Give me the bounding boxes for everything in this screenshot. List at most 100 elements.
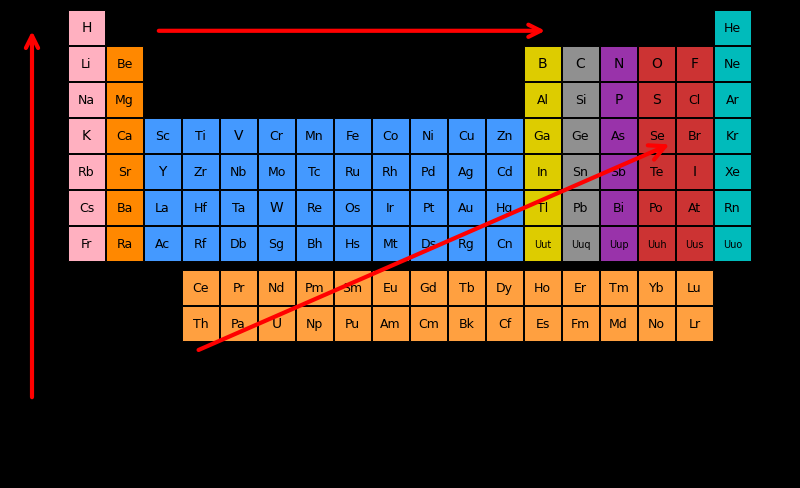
Bar <box>600 306 637 341</box>
Text: Dy: Dy <box>496 282 513 294</box>
Bar <box>562 119 599 154</box>
Text: In: In <box>537 165 548 179</box>
Text: Zr: Zr <box>194 165 207 179</box>
Text: V: V <box>234 129 243 143</box>
Text: Ho: Ho <box>534 282 551 294</box>
Text: Pd: Pd <box>421 165 436 179</box>
Bar <box>638 191 675 225</box>
Bar <box>676 191 713 225</box>
Text: Se: Se <box>649 130 664 142</box>
Bar <box>676 155 713 190</box>
Bar <box>410 119 447 154</box>
Text: Hs: Hs <box>345 238 361 250</box>
Bar <box>638 47 675 82</box>
Bar <box>486 155 523 190</box>
Text: C: C <box>576 58 586 71</box>
Bar <box>144 155 181 190</box>
Text: Sn: Sn <box>573 165 589 179</box>
Bar <box>334 306 371 341</box>
Bar <box>714 119 751 154</box>
Bar <box>106 191 143 225</box>
Text: H: H <box>82 21 92 36</box>
Text: Uup: Uup <box>609 239 628 249</box>
Text: Pb: Pb <box>573 202 588 215</box>
Bar <box>182 226 219 262</box>
Text: Sr: Sr <box>118 165 131 179</box>
Bar <box>372 226 409 262</box>
Text: Po: Po <box>649 202 664 215</box>
Bar <box>600 83 637 118</box>
Text: Os: Os <box>344 202 361 215</box>
Text: Fe: Fe <box>346 130 360 142</box>
Text: Cr: Cr <box>270 130 283 142</box>
Bar <box>220 119 257 154</box>
Text: Pa: Pa <box>231 317 246 330</box>
Text: Lr: Lr <box>689 317 701 330</box>
Text: Rn: Rn <box>724 202 741 215</box>
Bar <box>448 226 485 262</box>
Text: Cf: Cf <box>498 317 511 330</box>
Text: Ta: Ta <box>232 202 245 215</box>
Text: Yb: Yb <box>649 282 664 294</box>
Text: Uuo: Uuo <box>723 239 742 249</box>
Bar <box>410 226 447 262</box>
Text: Br: Br <box>688 130 702 142</box>
Text: Pt: Pt <box>422 202 434 215</box>
Bar <box>182 119 219 154</box>
Text: Ir: Ir <box>386 202 395 215</box>
Text: Bh: Bh <box>306 238 322 250</box>
Text: Db: Db <box>230 238 247 250</box>
Bar <box>562 83 599 118</box>
Text: Rb: Rb <box>78 165 95 179</box>
Text: Re: Re <box>306 202 322 215</box>
Bar <box>258 306 295 341</box>
Bar <box>144 191 181 225</box>
Text: W: W <box>270 201 283 215</box>
Text: Rh: Rh <box>382 165 399 179</box>
Bar <box>676 83 713 118</box>
Text: Ne: Ne <box>724 58 741 71</box>
Bar <box>182 155 219 190</box>
Bar <box>68 119 105 154</box>
Bar <box>372 270 409 305</box>
Text: Ac: Ac <box>155 238 170 250</box>
Text: As: As <box>611 130 626 142</box>
Text: Sb: Sb <box>610 165 626 179</box>
Text: Mg: Mg <box>115 94 134 107</box>
Text: Ar: Ar <box>726 94 739 107</box>
Bar <box>106 47 143 82</box>
Bar <box>676 47 713 82</box>
Bar <box>106 155 143 190</box>
Text: B: B <box>538 58 547 71</box>
Bar <box>562 270 599 305</box>
Text: Md: Md <box>609 317 628 330</box>
Bar <box>220 270 257 305</box>
Text: Kr: Kr <box>726 130 739 142</box>
Bar <box>524 155 561 190</box>
Bar <box>600 119 637 154</box>
Text: Ce: Ce <box>192 282 209 294</box>
Bar <box>372 191 409 225</box>
Text: Sc: Sc <box>155 130 170 142</box>
Text: Tm: Tm <box>609 282 629 294</box>
Text: Cn: Cn <box>496 238 513 250</box>
Bar <box>562 47 599 82</box>
Text: N: N <box>614 58 624 71</box>
Text: Uuh: Uuh <box>646 239 666 249</box>
Bar <box>638 306 675 341</box>
Bar <box>106 119 143 154</box>
Text: Nb: Nb <box>230 165 247 179</box>
Bar <box>258 226 295 262</box>
Text: Np: Np <box>306 317 323 330</box>
Bar <box>182 270 219 305</box>
Text: Li: Li <box>82 58 92 71</box>
Bar <box>296 155 333 190</box>
Text: Uut: Uut <box>534 239 551 249</box>
Bar <box>486 226 523 262</box>
Text: La: La <box>155 202 170 215</box>
Bar <box>638 119 675 154</box>
Bar <box>220 226 257 262</box>
Bar <box>714 47 751 82</box>
Text: Au: Au <box>458 202 474 215</box>
Bar <box>296 306 333 341</box>
